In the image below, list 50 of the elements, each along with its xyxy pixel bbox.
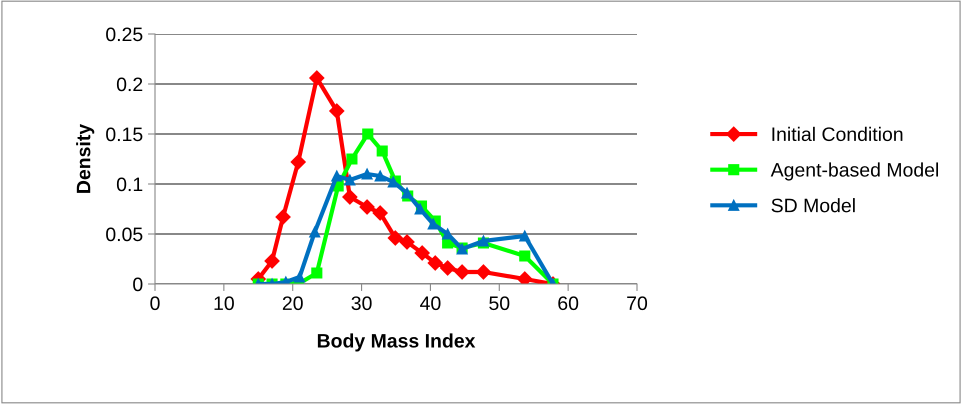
x-tick-label: 20 (282, 296, 303, 310)
point (294, 271, 306, 283)
point (519, 230, 530, 242)
x-tick-label: 50 (489, 296, 510, 310)
point (362, 168, 373, 180)
point (399, 234, 415, 250)
point (360, 199, 375, 215)
legend-label: Initial Condition (772, 126, 902, 142)
legend-label: Agent-based Model (770, 162, 938, 181)
point (342, 189, 358, 205)
point (374, 170, 386, 182)
y-tick-label: 0.2 (116, 77, 142, 92)
x-tick-label: 10 (214, 296, 234, 310)
point (346, 153, 358, 165)
point (264, 253, 280, 269)
point (309, 226, 320, 238)
y-tick-label: 0 (133, 277, 142, 292)
point (517, 271, 532, 284)
point (476, 264, 492, 280)
point (276, 209, 291, 225)
point (376, 145, 388, 157)
y-tick-label: 0.25 (106, 27, 142, 42)
x-tick-label: 30 (352, 296, 372, 310)
legend-label: SD Model (772, 198, 855, 212)
point (388, 230, 403, 246)
y-tick-label: 0.05 (106, 227, 142, 242)
point (372, 205, 388, 221)
x-tick-label: 0 (150, 296, 160, 310)
point (311, 267, 322, 279)
x-tick-label: 40 (420, 296, 440, 310)
point (362, 128, 374, 140)
point (428, 255, 443, 271)
point (401, 187, 413, 199)
point (454, 264, 470, 280)
point (344, 174, 356, 186)
point (414, 245, 430, 261)
x-tick-label: 60 (558, 296, 578, 310)
point (414, 203, 426, 215)
x-axis-title: Body Mass Index (318, 333, 476, 352)
point (329, 103, 344, 119)
point (428, 218, 439, 230)
point (519, 250, 530, 262)
point (309, 70, 324, 86)
y-tick-label: 0.1 (116, 177, 142, 192)
point (331, 170, 342, 182)
y-tick-label: 0.15 (106, 127, 142, 142)
point (440, 260, 456, 276)
y-axis-title: Density (76, 124, 94, 193)
x-tick-label: 70 (627, 296, 648, 310)
point (290, 154, 306, 170)
